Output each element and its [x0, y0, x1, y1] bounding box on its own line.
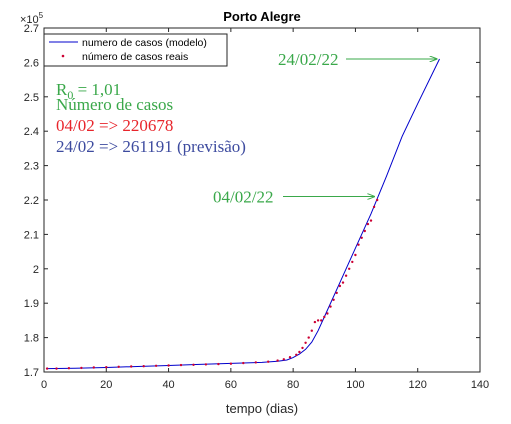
- real-data-point: [267, 361, 269, 363]
- real-data-point: [118, 366, 120, 368]
- real-data-point: [55, 367, 57, 369]
- y-exponent-power: 5: [39, 11, 44, 20]
- x-tick-label: 40: [162, 379, 174, 391]
- y-tick-label: 2.2: [24, 195, 39, 207]
- real-data-point: [317, 319, 319, 321]
- real-data-point: [354, 254, 356, 256]
- real-data-point: [311, 330, 313, 332]
- real-data-point: [332, 299, 334, 301]
- legend: numero de casos (modelo) número de casos…: [44, 34, 227, 66]
- real-data-point: [105, 366, 107, 368]
- real-data-point: [308, 336, 310, 338]
- real-data-point: [364, 230, 366, 232]
- x-tick-label: 120: [409, 379, 427, 391]
- real-data-point: [255, 361, 257, 363]
- annotation-date-label: 04/02/22: [213, 188, 273, 207]
- legend-model-label: numero de casos (modelo): [82, 37, 207, 49]
- y-tick-label: 2: [33, 264, 39, 276]
- real-data-point: [314, 321, 316, 323]
- y-tick-label: 1.7: [24, 367, 39, 379]
- real-data-point: [348, 268, 350, 270]
- real-data-point: [80, 367, 82, 369]
- real-data-point: [329, 305, 331, 307]
- y-tick-label: 2.1: [24, 229, 39, 241]
- real-data-point: [130, 365, 132, 367]
- real-data-point: [370, 219, 372, 221]
- x-tick-label: 20: [100, 379, 112, 391]
- chart-title: Porto Alegre: [223, 9, 301, 24]
- x-tick-label: 80: [287, 379, 299, 391]
- real-data-point: [289, 356, 291, 358]
- legend-real-label: número de casos reais: [82, 51, 188, 63]
- real-data-point: [301, 347, 303, 349]
- real-data-point: [192, 364, 194, 366]
- real-data-point: [283, 358, 285, 360]
- y-tick-label: 1.8: [24, 333, 39, 345]
- x-axis-label: tempo (dias): [226, 401, 298, 416]
- real-data-point: [180, 364, 182, 366]
- real-data-point: [326, 312, 328, 314]
- real-data-point: [68, 367, 70, 369]
- real-data-point: [167, 364, 169, 366]
- x-tick-label: 100: [346, 379, 364, 391]
- real-data-point: [46, 367, 48, 369]
- x-tick-label: 140: [471, 379, 489, 391]
- real-data-point: [93, 366, 95, 368]
- real-data-point: [276, 359, 278, 361]
- real-data-point: [351, 261, 353, 263]
- real-data-point: [367, 223, 369, 225]
- real-data-point: [361, 237, 363, 239]
- forecast-text: 24/02 => 261191 (previsão): [56, 137, 246, 156]
- x-tick-label: 60: [225, 379, 237, 391]
- real-data-point: [320, 319, 322, 321]
- real-data-point: [336, 292, 338, 294]
- y-tick-label: 2.4: [24, 126, 39, 138]
- real-data-point: [342, 281, 344, 283]
- cases-heading: Número de casos: [56, 95, 173, 114]
- x-tick-label: 0: [41, 379, 47, 391]
- real-data-point: [323, 316, 325, 318]
- real-data-point: [373, 206, 375, 208]
- real-cases-text: 04/02 => 220678: [56, 116, 173, 135]
- real-data-point: [357, 244, 359, 246]
- real-data-point: [242, 362, 244, 364]
- real-data-point: [376, 199, 378, 201]
- real-data-point: [345, 275, 347, 277]
- real-data-point: [304, 342, 306, 344]
- real-data-point: [143, 365, 145, 367]
- y-tick-label: 2.7: [24, 23, 39, 35]
- real-data-point: [217, 363, 219, 365]
- real-data-point: [155, 365, 157, 367]
- real-data-point: [339, 285, 341, 287]
- real-data-point: [230, 363, 232, 365]
- y-tick-label: 2.5: [24, 92, 39, 104]
- real-data-point: [295, 354, 297, 356]
- y-tick-label: 2.6: [24, 57, 39, 69]
- y-tick-label: 2.3: [24, 161, 39, 173]
- real-data-point: [205, 363, 207, 365]
- real-data-point: [298, 351, 300, 353]
- legend-real-swatch: [62, 55, 65, 58]
- y-tick-label: 1.9: [24, 298, 39, 310]
- annotation-date-label: 24/02/22: [278, 50, 338, 69]
